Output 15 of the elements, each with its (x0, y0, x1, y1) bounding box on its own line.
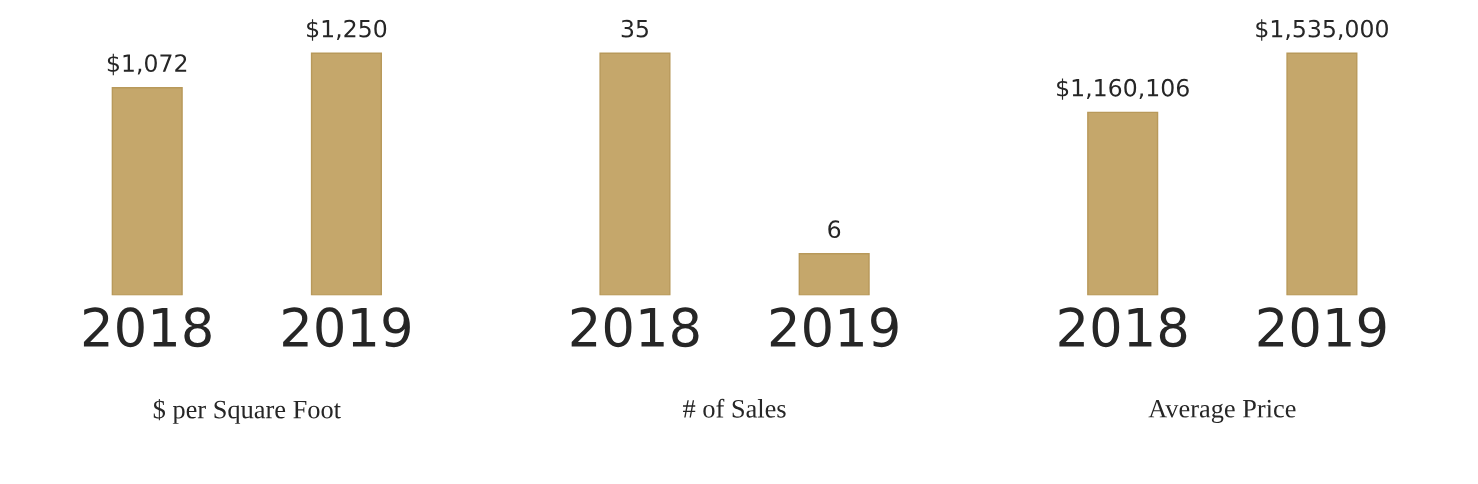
x-tick-label: 2018 (571, 307, 699, 348)
x-tick-label: 2018 (1059, 307, 1187, 348)
x-tick-label: 2019 (1258, 307, 1386, 348)
x-axis-title: Average Price (1148, 399, 1296, 424)
data-label: 35 (621, 19, 648, 38)
x-tick-label: 2019 (770, 307, 898, 348)
x-tick-label: 2019 (283, 307, 410, 348)
x-axis-title: $ per Square Foot (153, 399, 341, 424)
data-label: $1,535,000 (1256, 19, 1388, 41)
data-label: $1,072 (107, 53, 187, 76)
data-label: 6 (828, 220, 841, 239)
x-tick-label: 2018 (83, 307, 211, 348)
data-label: $1,160,106 (1057, 78, 1189, 100)
x-axis-title: # of Sales (683, 398, 786, 418)
data-label: $1,250 (307, 19, 387, 41)
